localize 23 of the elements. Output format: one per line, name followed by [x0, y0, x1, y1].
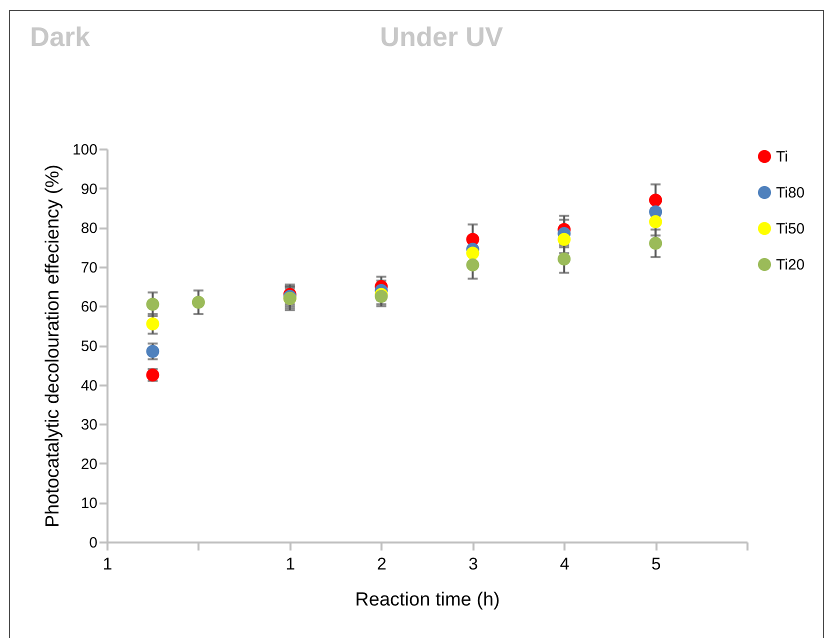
y-tick-label: 40	[80, 377, 98, 394]
x-axis-title: Reaction time (h)	[355, 590, 500, 610]
x-tick-label: 5	[651, 554, 661, 574]
y-tick-label: 60	[80, 298, 98, 316]
x-tick-label: 4	[560, 554, 570, 574]
legend-label: Ti50	[776, 220, 805, 238]
y-axis-title: Photocatalytic decolouration effeciency (%)	[42, 164, 64, 528]
y-tick-label: 100	[72, 142, 98, 158]
legend-label: Ti	[776, 148, 788, 166]
y-tick-label: 0	[89, 534, 98, 552]
legend-label: Ti20	[776, 256, 805, 274]
y-tick-label: 70	[80, 259, 98, 276]
y-tick-label: 10	[80, 495, 98, 512]
y-tick-label: 90	[80, 180, 98, 198]
y-tick-label: 20	[80, 456, 98, 473]
x-tick-label: 1	[286, 554, 296, 574]
x-tick-label: 2	[377, 554, 387, 574]
x-tick-label: 1	[102, 554, 112, 574]
y-tick-label: 50	[80, 338, 98, 355]
legend-label: Ti80	[776, 184, 805, 202]
y-tick-label: 80	[80, 220, 98, 238]
x-tick-label: 3	[468, 554, 478, 574]
y-tick-label: 30	[80, 416, 98, 434]
